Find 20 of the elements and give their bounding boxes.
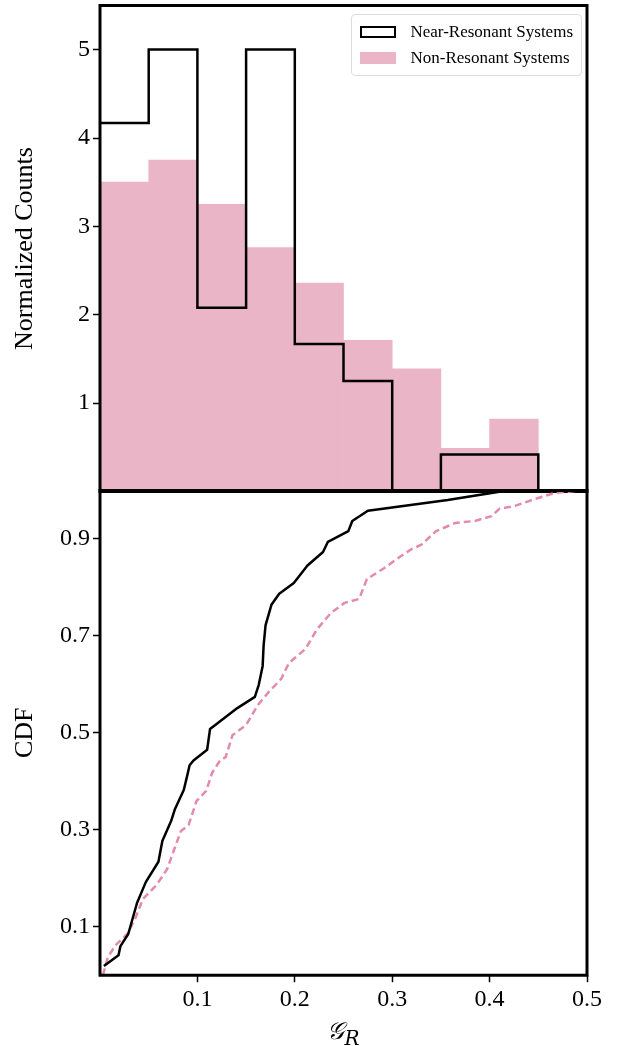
x-axis-title: 𝒢$_{R}$ — [326, 1017, 361, 1046]
x-tick-label: 0.1 — [182, 984, 213, 1011]
y-tick-label: 4 — [78, 123, 90, 150]
y-tick-label: 0.3 — [60, 815, 90, 842]
y-axis-title: CDF — [9, 707, 39, 759]
y-tick-label: 2 — [78, 300, 90, 327]
x-tick-label: 0.3 — [377, 984, 408, 1011]
y-tick-label: 0.9 — [60, 524, 90, 551]
y-tick-label: 0.5 — [60, 718, 90, 745]
y-tick-label: 1 — [78, 388, 90, 415]
y-tick-label: 5 — [78, 34, 90, 61]
legend-label: Non-Resonant Systems — [410, 48, 570, 68]
y-tick-label: 0.7 — [60, 621, 90, 648]
x-tick-label: 0.2 — [279, 984, 310, 1011]
y-tick-label: 3 — [78, 211, 90, 238]
x-tick-label: 0.4 — [474, 984, 505, 1011]
y-tick-label: 0.1 — [60, 912, 90, 939]
y-axis-title: Normalized Counts — [9, 147, 39, 350]
legend-label: Near-Resonant Systems — [410, 22, 573, 42]
x-tick-label: 0.5 — [572, 984, 602, 1011]
